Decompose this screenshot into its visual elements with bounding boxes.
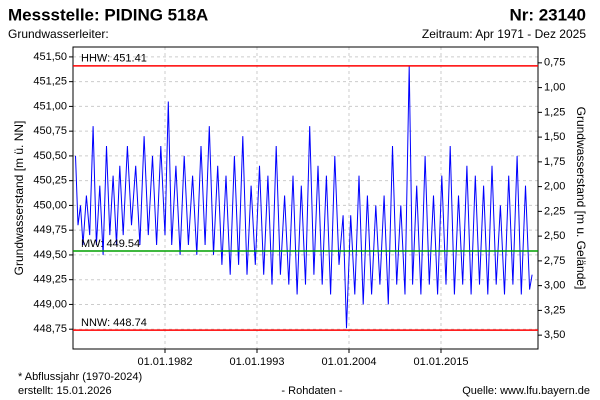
chart-title: Messstelle: PIDING 518A	[8, 5, 208, 24]
y2-tick-label: 2,00	[544, 181, 565, 193]
data-kind: - Rohdaten -	[281, 385, 342, 397]
y-tick-label: 450,00	[33, 199, 67, 211]
y2-tick-label: 2,50	[544, 230, 565, 242]
y2-tick-label: 1,75	[544, 156, 565, 168]
source: Quelle: www.lfu.bayern.de	[462, 385, 590, 397]
y-tick-label: 448,75	[33, 323, 67, 335]
y2-tick-label: 3,50	[544, 329, 565, 341]
y2-tick-label: 2,75	[544, 255, 565, 267]
period: Zeitraum: Apr 1971 - Dez 2025	[422, 27, 586, 41]
reference-label: NNW: 448.74	[81, 317, 147, 329]
y-tick-label: 449,50	[33, 249, 67, 261]
y2-tick-label: 0,75	[544, 57, 565, 69]
data-line	[75, 65, 533, 329]
x-tick-label: 01.01.2015	[413, 356, 468, 368]
station-number: Nr: 23140	[509, 5, 586, 24]
x-tick-label: 01.01.2004	[321, 356, 376, 368]
footnote: * Abflussjahr (1970-2024)	[18, 371, 142, 383]
y2-tick-label: 1,50	[544, 131, 565, 143]
y2-tick-label: 1,00	[544, 82, 565, 94]
x-tick-label: 01.01.1993	[229, 356, 284, 368]
reference-label: MW: 449.54	[81, 238, 140, 250]
plot-frame	[72, 46, 539, 350]
y-tick-label: 450,75	[33, 125, 67, 137]
y2-axis-label: Grundwasserstand [m u. Gelände]	[574, 107, 588, 290]
reference-label: HHW: 451.41	[81, 53, 147, 65]
y-tick-label: 449,00	[33, 298, 67, 310]
y-tick-label: 450,50	[33, 150, 67, 162]
y-axis-label: Grundwasserstand [m ü. NN]	[12, 121, 26, 276]
y-tick-label: 449,25	[33, 274, 67, 286]
y-tick-label: 451,25	[33, 76, 67, 88]
y-tick-label: 450,25	[33, 175, 67, 187]
created-date: erstellt: 15.01.2026	[18, 385, 112, 397]
y2-tick-label: 2,25	[544, 205, 565, 217]
y2-tick-label: 1,25	[544, 106, 565, 118]
y-tick-label: 449,75	[33, 224, 67, 236]
y2-tick-label: 3,25	[544, 304, 565, 316]
y2-tick-label: 3,00	[544, 280, 565, 292]
y-tick-label: 451,00	[33, 100, 67, 112]
subtitle: Grundwasserleiter:	[8, 27, 109, 41]
y-tick-label: 451,50	[33, 51, 67, 63]
x-tick-label: 01.01.1982	[137, 356, 192, 368]
